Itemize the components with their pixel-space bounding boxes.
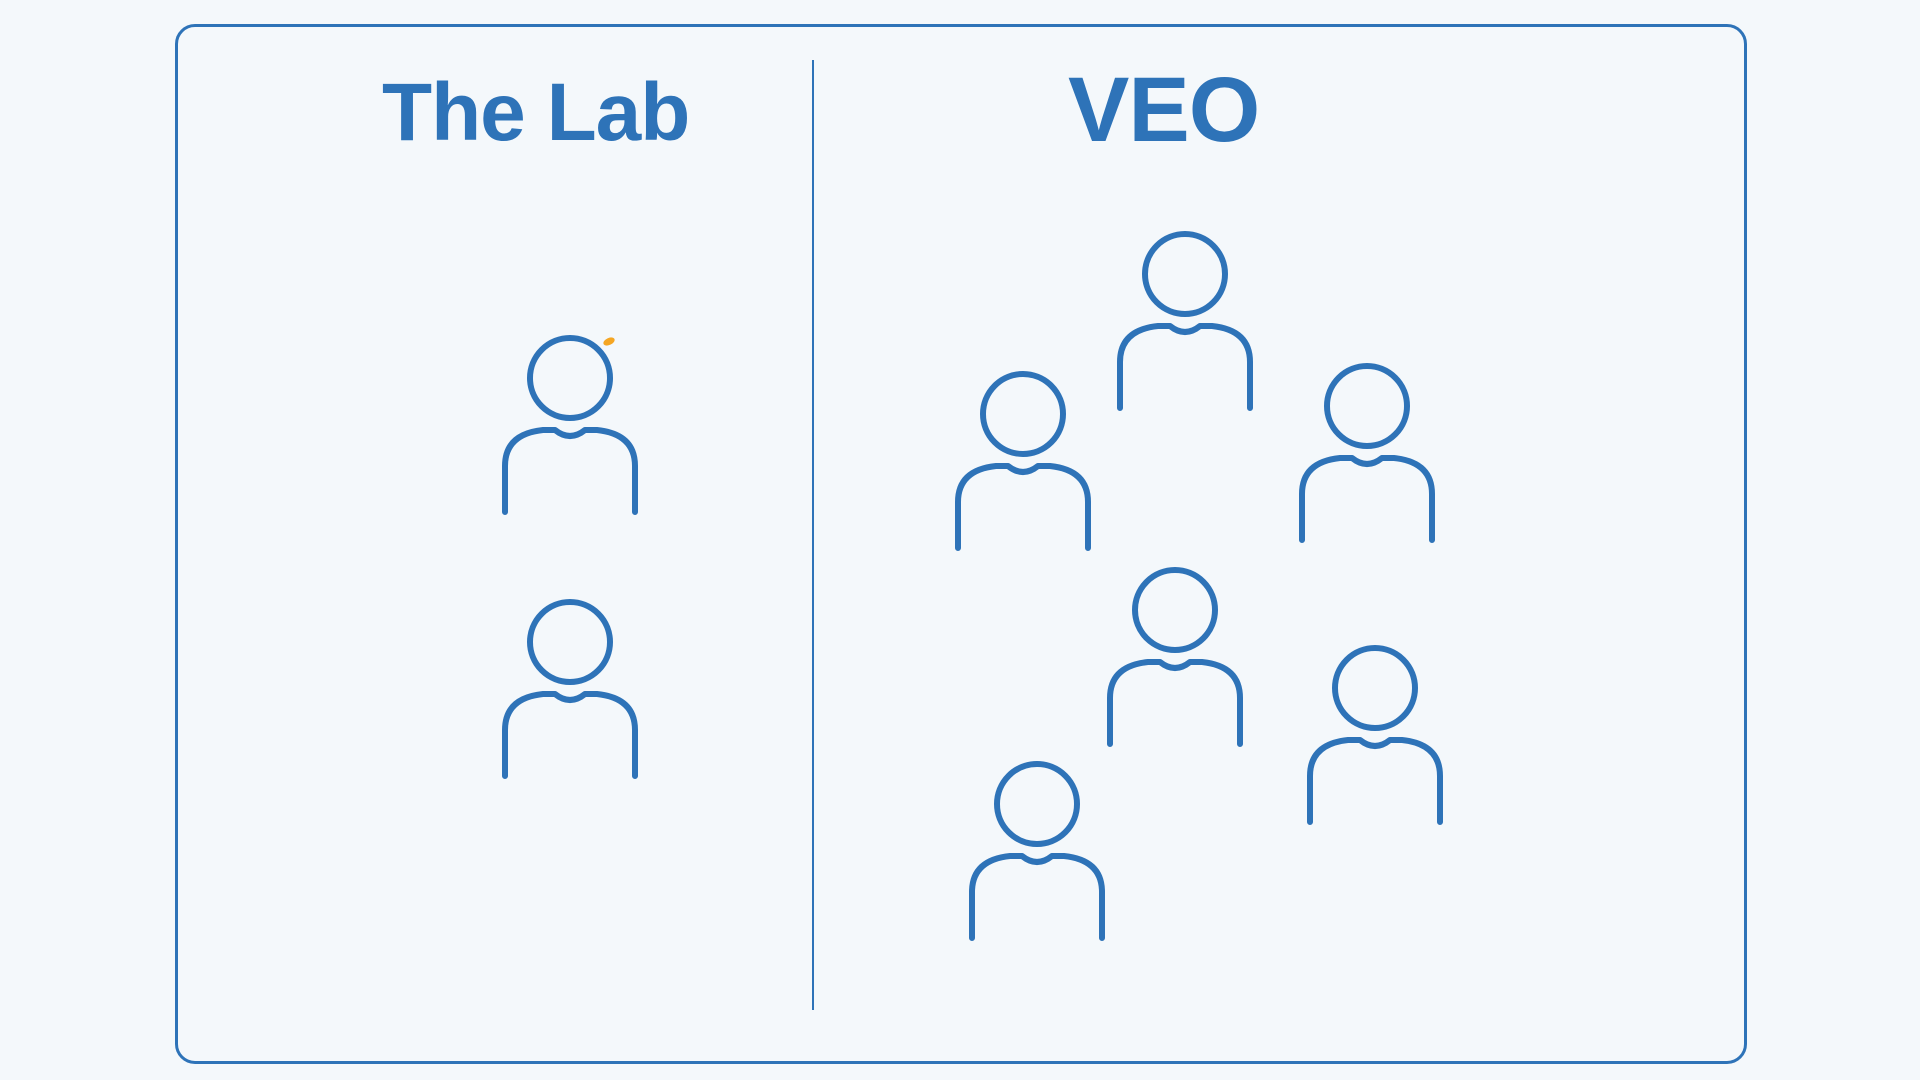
diagram-canvas: The Lab VEO xyxy=(0,0,1920,1080)
veo-person-3 xyxy=(1282,358,1452,553)
veo-person-2 xyxy=(938,366,1108,561)
person-icon xyxy=(1290,640,1460,830)
lab-person-2 xyxy=(485,594,655,789)
person-icon xyxy=(1090,562,1260,752)
lab-person-1 xyxy=(485,330,655,525)
veo-person-4 xyxy=(1090,562,1260,757)
vertical-divider xyxy=(812,60,814,1010)
person-icon xyxy=(1282,358,1452,548)
left-section-title: The Lab xyxy=(382,72,689,154)
person-icon xyxy=(952,756,1122,946)
veo-person-6 xyxy=(952,756,1122,951)
right-section-title: VEO xyxy=(1068,64,1259,156)
person-icon xyxy=(485,330,655,520)
person-icon xyxy=(485,594,655,784)
person-icon xyxy=(1100,226,1270,416)
person-icon xyxy=(938,366,1108,556)
veo-person-5 xyxy=(1290,640,1460,835)
veo-person-1 xyxy=(1100,226,1270,421)
